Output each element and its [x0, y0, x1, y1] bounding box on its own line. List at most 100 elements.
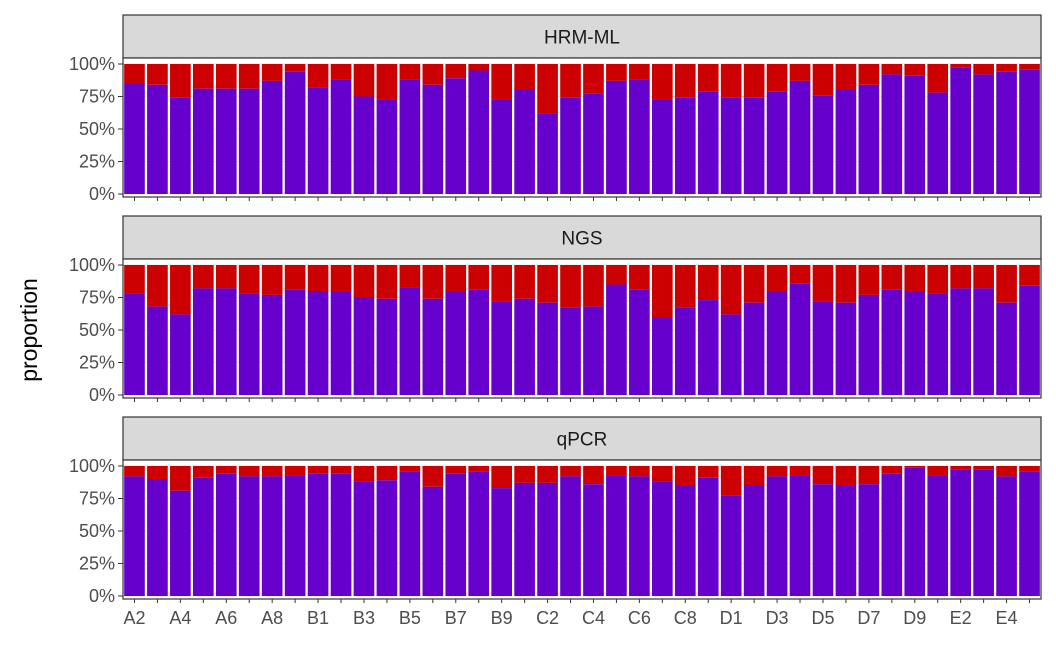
y-tick-label: 25%	[79, 554, 115, 574]
facet-panel-ngs: NGS 0% 25% 50% 75% 100%	[69, 215, 1042, 405]
bar-lower-B1	[307, 291, 329, 395]
panel-background	[123, 460, 1041, 599]
bar-lower-A4	[170, 490, 191, 596]
bar-upper-D5	[812, 64, 834, 96]
bar-lower-B4	[376, 298, 398, 395]
x-tick-label-A2: A2	[123, 608, 145, 628]
bar-upper-C5	[606, 64, 627, 81]
bar-lower-A3	[147, 84, 168, 194]
bar-upper-B5	[399, 64, 421, 80]
bar-upper-A5	[192, 265, 214, 289]
bar-lower-A8	[261, 476, 283, 596]
bar-lower-B3	[353, 481, 375, 596]
bar-upper-B4	[376, 265, 398, 299]
bar-lower-E2	[950, 469, 972, 596]
bar-lower-A4	[170, 97, 191, 194]
panel-border	[122, 57, 1042, 198]
bar-lower-D6	[835, 90, 857, 194]
bar-lower-B7	[445, 78, 467, 194]
bar-upper-C8	[674, 64, 696, 98]
bar-upper-D3	[766, 265, 788, 291]
bar-lower-D4	[789, 475, 811, 596]
bar-lower-C3	[560, 307, 581, 395]
bar-lower-A8	[261, 80, 283, 194]
bar-lower-B9	[491, 488, 513, 596]
facet-strip-label: NGS	[561, 229, 602, 250]
facet-panel-qpcr: qPCR 0% 25% 50% 75% 100%	[69, 416, 1042, 606]
bar-lower-D7	[858, 294, 880, 395]
bar-lower-C2	[537, 482, 558, 596]
bar-lower-E4	[996, 302, 1017, 395]
bar-lower-A5	[192, 288, 214, 395]
bar-upper-C9	[697, 265, 719, 301]
bar-lower-C6	[629, 79, 650, 194]
x-tick-label-B1: B1	[307, 608, 329, 628]
bar-upper-D8	[881, 64, 903, 75]
bar-upper-A4	[170, 265, 191, 315]
bar-upper-C3	[560, 64, 581, 98]
bar-upper-C1	[514, 64, 535, 90]
y-tick-label: 75%	[79, 489, 115, 509]
bar-lower-C6	[629, 289, 650, 395]
panel-border	[122, 459, 1042, 600]
bar-upper-B5	[399, 265, 421, 288]
x-tick-label-C8: C8	[674, 608, 697, 628]
bar-lower-C1	[514, 298, 535, 395]
bar-upper-C6	[629, 466, 650, 477]
bar-lower-C9	[697, 91, 719, 194]
y-tick-label: 0%	[89, 586, 115, 606]
bar-upper-A6	[215, 64, 237, 89]
bar-lower-A7	[238, 293, 260, 395]
bar-upper-E5	[1019, 466, 1040, 472]
bar-lower-D6	[835, 485, 857, 596]
bar-upper-D4	[789, 64, 811, 81]
bar-upper-C4	[583, 466, 604, 485]
bar-lower-D8	[881, 289, 903, 395]
bar-lower-D1	[720, 314, 742, 395]
bar-upper-B1	[307, 466, 329, 474]
bar-lower-C8	[674, 485, 696, 596]
bar-upper-E2	[950, 466, 972, 470]
bar-lower-C7	[651, 481, 673, 596]
bar-lower-D2	[743, 485, 765, 596]
y-tick-label: 100%	[69, 255, 115, 275]
bar-upper-A2	[124, 64, 145, 84]
y-tick-label: 75%	[79, 288, 115, 308]
bar-upper-C6	[629, 64, 650, 80]
bar-upper-B7	[445, 265, 467, 291]
bar-lower-B6	[422, 486, 444, 596]
bar-upper-A7	[238, 265, 260, 294]
bar-upper-B8	[468, 64, 490, 71]
panel-border	[122, 258, 1042, 399]
bar-lower-D2	[743, 97, 765, 194]
bar-upper-C3	[560, 466, 581, 477]
bar-upper-B6	[422, 265, 444, 299]
bar-lower-A2	[124, 293, 145, 395]
bar-upper-A6	[215, 466, 237, 474]
bar-upper-E1	[927, 466, 949, 476]
x-tick-label-C6: C6	[628, 608, 651, 628]
bar-upper-C2	[537, 64, 558, 114]
bar-lower-C9	[697, 477, 719, 596]
y-tick-label: 75%	[79, 87, 115, 107]
bar-upper-A9	[284, 265, 306, 290]
bar-lower-D9	[904, 291, 926, 395]
x-tick-label-D7: D7	[857, 608, 880, 628]
y-tick-label: 25%	[79, 152, 115, 172]
bar-upper-B9	[491, 64, 513, 100]
x-tick-label-A8: A8	[261, 608, 283, 628]
bar-upper-D9	[904, 64, 926, 76]
x-tick-label-C4: C4	[582, 608, 605, 628]
y-tick-label: 0%	[89, 385, 115, 405]
y-tick-label: 100%	[69, 456, 115, 476]
bar-upper-A7	[238, 466, 260, 477]
bar-upper-D6	[835, 265, 857, 303]
bar-lower-D2	[743, 302, 765, 395]
bar-upper-B2	[330, 265, 352, 291]
bar-lower-E3	[973, 288, 994, 395]
bar-upper-C7	[651, 265, 673, 317]
bar-upper-C2	[537, 265, 558, 303]
bar-upper-C7	[651, 466, 673, 482]
bar-lower-C1	[514, 90, 535, 194]
